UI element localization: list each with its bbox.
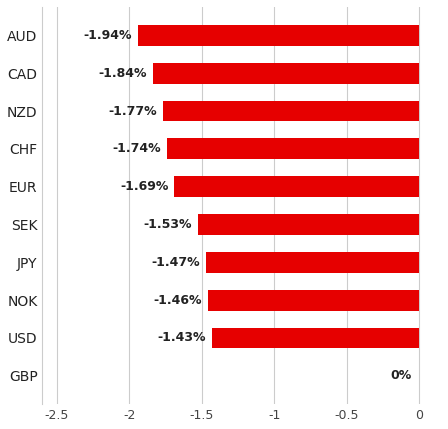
Bar: [138, 25, 419, 46]
Bar: [198, 214, 419, 235]
Bar: [167, 139, 419, 159]
Text: -1.69%: -1.69%: [120, 180, 168, 193]
Text: -1.84%: -1.84%: [98, 67, 147, 80]
Text: -1.43%: -1.43%: [158, 332, 206, 344]
Bar: [206, 252, 419, 273]
Bar: [153, 63, 419, 84]
Text: -1.77%: -1.77%: [108, 105, 157, 118]
Text: 0%: 0%: [391, 369, 412, 382]
Bar: [174, 176, 419, 197]
Bar: [208, 290, 419, 311]
Text: -1.47%: -1.47%: [152, 256, 200, 269]
Text: -1.94%: -1.94%: [84, 29, 132, 42]
Text: -1.53%: -1.53%: [143, 218, 192, 231]
Bar: [163, 101, 419, 121]
Text: -1.74%: -1.74%: [112, 142, 161, 155]
Bar: [212, 327, 419, 348]
Text: -1.46%: -1.46%: [153, 293, 202, 307]
